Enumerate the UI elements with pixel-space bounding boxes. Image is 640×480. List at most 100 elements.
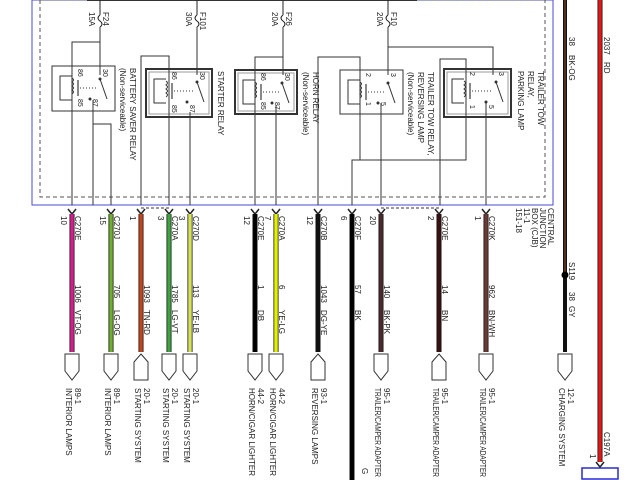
wire: C270F 6 57 BK G (339, 208, 369, 480)
page-reference-arrow-icon (133, 353, 149, 381)
wire-color-code: DG-YE (319, 310, 328, 335)
circuit-number: 6 (277, 285, 286, 290)
destination-name: STARTING SYSTEM (133, 388, 142, 463)
internal-wire (93, 123, 112, 205)
connector-label: C270A (277, 216, 286, 241)
relay: 2 3 1 5 TRAILER TOW RELAY,REVERSING LAMP(Non… (339, 69, 435, 155)
cjb-outline (31, 0, 554, 206)
fuse-id: F26 (284, 12, 293, 26)
coil-icon (59, 75, 72, 101)
destination-page: 95-1 (382, 388, 391, 405)
wire-color-code: BK-OG (567, 55, 576, 81)
pin-label: 15 (98, 216, 107, 225)
circuit-number: 57 (353, 285, 362, 294)
connector-label: C270B (319, 216, 328, 240)
relay-name: STARTER RELAY (216, 71, 225, 136)
pin-label: 6 (339, 216, 348, 221)
page-reference-arrow-icon (64, 353, 80, 381)
fuse-symbol (194, 14, 200, 28)
page-reference-arrow-icon (557, 353, 573, 381)
relay-inner-box (148, 71, 210, 115)
circuit-number: 1 (256, 285, 265, 290)
connector-arrow-icon (164, 208, 174, 216)
relay-box (234, 69, 298, 115)
wire-color-code: BN (440, 310, 449, 321)
internal-wire (254, 56, 284, 205)
circuit-number: 1093 (142, 285, 151, 303)
coil-icon (451, 78, 464, 104)
destination-page: 95-1 (440, 388, 449, 405)
relay-name: HORN RELAY (311, 72, 320, 124)
destination-name: STARTING SYSTEM (161, 388, 170, 463)
wire-color-code: RD (602, 62, 611, 74)
fuse-symbol (97, 14, 103, 28)
circuit-number: 113 (191, 285, 200, 298)
switch-icon (281, 82, 290, 104)
connector-arrow-icon (376, 208, 386, 216)
relay-inner-box (446, 71, 509, 115)
wire-color-code: DB (256, 310, 265, 321)
circuit-number: 2037 (602, 37, 611, 55)
relay-pin-label: 2 (468, 72, 475, 76)
page-reference-arrow-icon (431, 353, 447, 381)
destination-page: 44-2 (277, 388, 286, 405)
cjb-label-line: JUNCTION (538, 208, 547, 249)
destination-page: 44-2 (256, 388, 265, 405)
page-reference-arrow-icon (373, 353, 389, 381)
contact-no (376, 101, 380, 105)
cjb-label-line: CENTRAL (546, 208, 555, 246)
circuit-number: 962 (487, 285, 496, 299)
connector-arrow-icon (595, 461, 605, 469)
relay-pin-label: 30 (198, 72, 205, 80)
page-reference-arrow-icon (161, 353, 177, 381)
relay-pin-label: 1 (468, 105, 475, 109)
contact-no (88, 97, 92, 101)
page-reference-arrow-icon (103, 353, 119, 381)
relay-pin-label: 86 (76, 69, 83, 77)
relay-pin-label: 85 (259, 102, 266, 110)
wire-color-code: VT-OG (73, 310, 82, 335)
connector-label: C270J (112, 216, 121, 239)
fuse-rating: 20A (270, 12, 279, 27)
pin-label: 7 (263, 216, 272, 221)
cjb-inner-dashed (39, 0, 546, 198)
destination-name: CHARGING SYSTEM (557, 388, 566, 467)
relay-name: RELAY, (526, 71, 535, 98)
fuses: F24 15A F101 30A F26 20A F10 20A (87, 0, 398, 31)
relay-pin-label: 86 (170, 72, 177, 80)
switch-icon (495, 81, 504, 103)
wire-color-code: YE-LB (191, 310, 200, 333)
destination-name: REVERSING LAMPS (310, 388, 319, 464)
relay-pin-label: 87 (188, 105, 195, 113)
coil-icon (242, 79, 255, 105)
wire-color-code: GY (567, 306, 576, 318)
switch-icon (99, 78, 108, 100)
wire-color-code: LG-VT (170, 310, 179, 334)
destination-name: TRAILER/CAMPER ADAPTER (478, 388, 487, 477)
pin-label: 3 (156, 216, 165, 221)
relay-name: TRAILER TOW RELAY, (426, 72, 435, 155)
page-reference-arrow-icon (182, 353, 198, 381)
coil-winding (463, 80, 466, 98)
relay-box (51, 65, 116, 112)
relay-pin-label: 87 (91, 99, 98, 107)
connector-arrow-icon (106, 208, 116, 216)
relay: 86 30 85 87 STARTER RELAY (145, 68, 225, 136)
fuse-id: F10 (389, 12, 398, 26)
connector-label: C270E (256, 216, 265, 240)
pin-label: 20 (368, 216, 377, 225)
relay-pin-label: 30 (283, 73, 290, 81)
relay-pin-label: 85 (170, 105, 177, 113)
pin-label: 3 (177, 216, 186, 221)
connector-arrow-icon (313, 208, 323, 216)
